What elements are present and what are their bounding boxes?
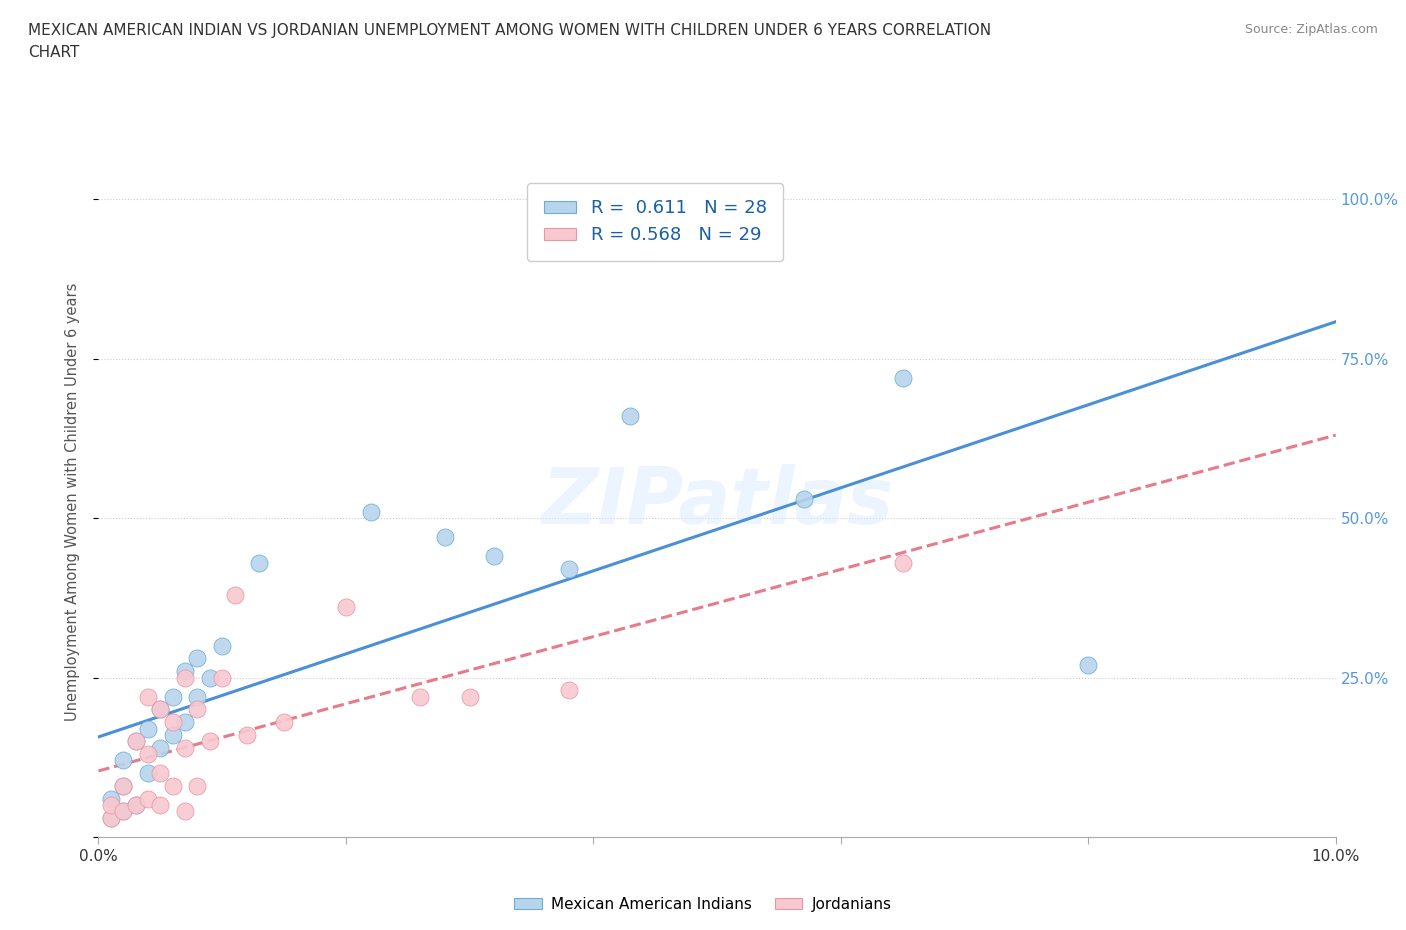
Point bbox=[100, 791, 122, 806]
Legend: Mexican American Indians, Jordanians: Mexican American Indians, Jordanians bbox=[509, 891, 897, 918]
Point bbox=[198, 671, 221, 685]
Text: Source: ZipAtlas.com: Source: ZipAtlas.com bbox=[1244, 23, 1378, 36]
Point bbox=[186, 778, 208, 793]
Point bbox=[1077, 658, 1099, 672]
Point bbox=[136, 791, 159, 806]
Point bbox=[557, 683, 579, 698]
Point bbox=[124, 798, 146, 813]
Legend: R =  0.611   N = 28, R = 0.568   N = 29: R = 0.611 N = 28, R = 0.568 N = 29 bbox=[527, 183, 783, 260]
Point bbox=[186, 702, 208, 717]
Point bbox=[162, 689, 184, 704]
Point bbox=[360, 504, 382, 519]
Point bbox=[557, 562, 579, 577]
Point bbox=[174, 664, 197, 679]
Point bbox=[335, 600, 357, 615]
Point bbox=[409, 689, 432, 704]
Point bbox=[136, 689, 159, 704]
Point bbox=[891, 370, 914, 385]
Point bbox=[136, 765, 159, 780]
Point bbox=[112, 753, 135, 768]
Point bbox=[112, 804, 135, 819]
Point bbox=[162, 715, 184, 730]
Point bbox=[124, 734, 146, 749]
Point bbox=[149, 702, 172, 717]
Point bbox=[100, 810, 122, 825]
Point bbox=[136, 721, 159, 736]
Text: CHART: CHART bbox=[28, 45, 80, 60]
Point bbox=[174, 804, 197, 819]
Point bbox=[458, 689, 481, 704]
Point bbox=[149, 702, 172, 717]
Y-axis label: Unemployment Among Women with Children Under 6 years: Unemployment Among Women with Children U… bbox=[65, 283, 80, 722]
Point bbox=[149, 798, 172, 813]
Point bbox=[211, 638, 233, 653]
Point bbox=[112, 778, 135, 793]
Point bbox=[273, 715, 295, 730]
Point bbox=[247, 555, 270, 570]
Point bbox=[124, 798, 146, 813]
Point bbox=[149, 765, 172, 780]
Point bbox=[174, 715, 197, 730]
Point bbox=[211, 671, 233, 685]
Point bbox=[186, 651, 208, 666]
Point bbox=[100, 810, 122, 825]
Point bbox=[484, 549, 506, 564]
Point bbox=[433, 530, 456, 545]
Text: ZIPatlas: ZIPatlas bbox=[541, 464, 893, 540]
Point bbox=[891, 555, 914, 570]
Text: MEXICAN AMERICAN INDIAN VS JORDANIAN UNEMPLOYMENT AMONG WOMEN WITH CHILDREN UNDE: MEXICAN AMERICAN INDIAN VS JORDANIAN UNE… bbox=[28, 23, 991, 38]
Point bbox=[224, 587, 246, 602]
Point bbox=[793, 492, 815, 507]
Point bbox=[186, 689, 208, 704]
Point bbox=[236, 727, 259, 742]
Point bbox=[198, 734, 221, 749]
Point bbox=[124, 734, 146, 749]
Point bbox=[619, 408, 641, 423]
Point bbox=[162, 778, 184, 793]
Point bbox=[162, 727, 184, 742]
Point bbox=[112, 778, 135, 793]
Point bbox=[174, 671, 197, 685]
Point bbox=[100, 798, 122, 813]
Point bbox=[149, 740, 172, 755]
Point bbox=[112, 804, 135, 819]
Point bbox=[174, 740, 197, 755]
Point bbox=[136, 747, 159, 762]
